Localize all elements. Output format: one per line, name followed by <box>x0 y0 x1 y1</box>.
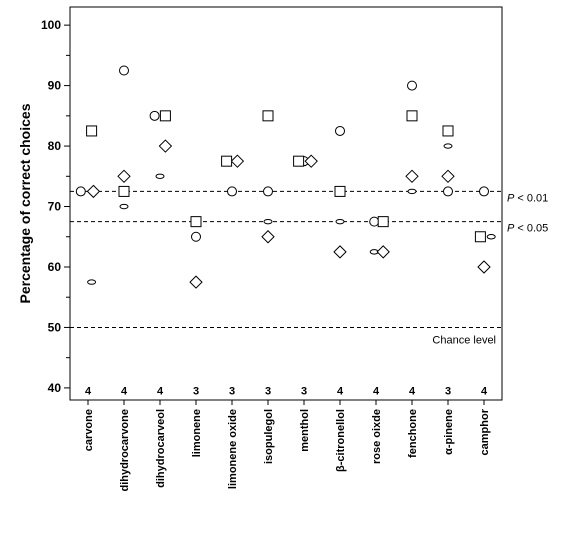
diamond-marker <box>261 230 275 244</box>
x-tick-label: α-pinene <box>443 409 455 455</box>
sample-count-label: 3 <box>301 385 307 397</box>
sample-count-label: 3 <box>229 385 235 397</box>
x-tick-label: limonene <box>191 409 203 457</box>
ellipse-marker <box>486 234 496 240</box>
circle-marker <box>335 125 345 136</box>
y-tick-label: 90 <box>48 79 62 93</box>
sample-count-label: 3 <box>193 385 199 397</box>
axis-labels: 40 50 60 70 80 90 100 carvone dihydrocarvone dihy… <box>17 18 548 491</box>
square-marker <box>474 231 486 243</box>
diamond-marker <box>189 275 203 289</box>
y-tick-label: 60 <box>48 260 62 274</box>
y-axis-label: Percentage of correct choices <box>17 103 33 303</box>
square-marker <box>293 155 305 167</box>
reference-line-label: P < 0.01 <box>507 192 548 204</box>
diamond-marker <box>230 154 245 168</box>
diamond-marker <box>441 169 455 183</box>
circle-marker <box>407 80 417 91</box>
ellipse-marker <box>443 143 453 149</box>
ellipse-marker <box>87 279 97 285</box>
ellipse-marker <box>119 203 129 210</box>
x-tick-label: carvone <box>83 409 95 451</box>
sample-count-label: 4 <box>409 385 416 397</box>
sample-count-label: 4 <box>121 385 128 397</box>
reference-line-label: Chance level <box>432 334 496 346</box>
diamond-marker <box>477 260 491 274</box>
sample-count-label: 4 <box>157 385 164 397</box>
reference-lines <box>70 190 502 328</box>
sample-count-label: 3 <box>265 385 271 397</box>
y-tick-label: 40 <box>48 381 62 395</box>
y-tick-label: 80 <box>48 139 62 153</box>
circle-marker <box>227 186 237 197</box>
square-marker <box>442 125 454 137</box>
circle-marker <box>369 216 380 227</box>
circle-marker <box>479 186 489 197</box>
y-tick-label: 100 <box>41 18 61 32</box>
y-tick-label: 50 <box>48 320 62 334</box>
square-marker <box>86 125 98 137</box>
square-marker <box>159 110 171 122</box>
circle-marker <box>443 186 453 197</box>
diamond-marker <box>405 169 419 183</box>
x-tick-label: isopulegol <box>263 409 275 464</box>
sample-count-label: 4 <box>85 385 92 397</box>
x-tick-label: fenchone <box>407 409 419 458</box>
x-tick-label: dihydrocarveol <box>155 409 167 488</box>
x-tick-label: β-citronellol <box>335 409 347 472</box>
diamond-marker <box>158 139 173 153</box>
y-tick-label: 70 <box>48 200 62 214</box>
square-marker <box>377 216 389 228</box>
data-points <box>75 65 496 289</box>
square-marker <box>262 110 274 122</box>
reference-line-label: P < 0.05 <box>507 223 548 235</box>
ellipse-marker <box>155 173 165 179</box>
circle-marker <box>149 110 160 121</box>
circle-marker <box>75 186 86 197</box>
x-tick-label: limonene oxide <box>227 409 239 489</box>
sample-count-label: 4 <box>481 385 488 397</box>
sample-count-label: 4 <box>337 385 344 397</box>
circle-marker <box>191 231 201 242</box>
circle-marker <box>119 65 129 76</box>
diamond-marker <box>333 245 347 259</box>
square-marker <box>118 185 130 197</box>
axes-layer <box>64 6 503 405</box>
diamond-marker <box>86 184 101 199</box>
x-tick-label: dihydrocarvone <box>119 409 131 492</box>
plot-frame <box>69 6 503 401</box>
square-marker <box>406 110 418 122</box>
x-tick-label: camphor <box>479 408 491 455</box>
diamond-marker <box>304 154 318 168</box>
sample-count-label: 3 <box>445 385 451 397</box>
square-marker <box>334 185 346 197</box>
x-tick-label: menthol <box>299 409 311 452</box>
circle-marker <box>263 186 273 197</box>
sample-count-label: 4 <box>373 385 380 397</box>
ellipse-marker <box>263 218 273 225</box>
diamond-marker <box>376 245 390 259</box>
square-marker <box>221 155 233 167</box>
square-marker <box>190 216 202 228</box>
x-tick-label: rose oixde <box>371 409 383 464</box>
ellipse-marker <box>407 188 417 195</box>
diamond-marker <box>117 169 131 183</box>
ellipse-marker <box>335 218 345 225</box>
